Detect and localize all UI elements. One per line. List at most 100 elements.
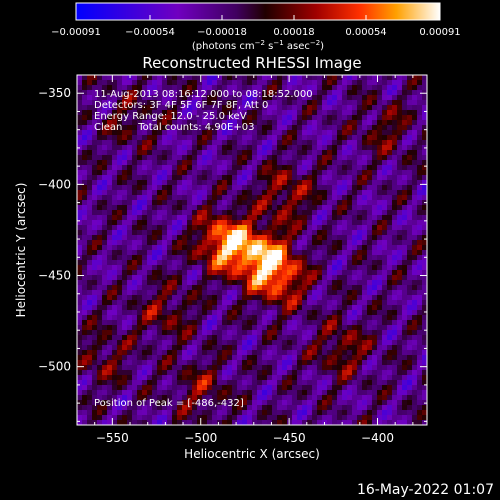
heatmap-cell: [77, 205, 83, 211]
heatmap-cell: [297, 160, 303, 166]
heatmap-cell: [362, 310, 368, 316]
heatmap-cell: [177, 325, 183, 331]
heatmap-cell: [112, 175, 118, 181]
heatmap-cell: [277, 140, 283, 146]
heatmap-cell: [327, 245, 333, 251]
heatmap-cell: [412, 395, 418, 401]
heatmap-cell: [147, 285, 153, 291]
heatmap-cell: [232, 125, 238, 131]
heatmap-cell: [402, 335, 408, 341]
heatmap-cell: [317, 380, 323, 386]
heatmap-cell: [412, 390, 418, 396]
heatmap-cell: [327, 405, 333, 411]
heatmap-cell: [212, 245, 218, 251]
heatmap-cell: [82, 225, 88, 231]
heatmap-cell: [392, 225, 398, 231]
heatmap-cell: [352, 300, 358, 306]
heatmap-cell: [362, 120, 368, 126]
heatmap-cell: [317, 210, 323, 216]
heatmap-cell: [102, 380, 108, 386]
heatmap-cell: [97, 115, 103, 121]
heatmap-cell: [392, 235, 398, 241]
heatmap-cell: [387, 120, 393, 126]
heatmap-cell: [307, 290, 313, 296]
heatmap-cell: [387, 325, 393, 331]
heatmap-cell: [402, 360, 408, 366]
heatmap-cell: [232, 395, 238, 401]
heatmap-cell: [352, 230, 358, 236]
heatmap-cell: [347, 75, 353, 81]
heatmap-cell: [207, 270, 213, 276]
heatmap-cell: [422, 295, 427, 301]
heatmap-cell: [382, 360, 388, 366]
heatmap-cell: [212, 280, 218, 286]
heatmap-cell: [402, 375, 408, 381]
heatmap-cell: [292, 235, 298, 241]
heatmap-cell: [112, 410, 118, 416]
heatmap-cell: [342, 390, 348, 396]
heatmap-cell: [412, 235, 418, 241]
heatmap-cell: [402, 350, 408, 356]
heatmap-cell: [287, 310, 293, 316]
heatmap-cell: [277, 175, 283, 181]
heatmap-cell: [82, 140, 88, 146]
heatmap-cell: [277, 385, 283, 391]
heatmap-cell: [407, 125, 413, 131]
heatmap-cell: [167, 345, 173, 351]
heatmap-cell: [212, 90, 218, 96]
heatmap-cell: [322, 150, 328, 156]
plot-frame: [76, 74, 428, 426]
heatmap-cell: [262, 205, 268, 211]
heatmap-cell: [287, 195, 293, 201]
heatmap-cell: [212, 110, 218, 116]
heatmap-cell: [287, 375, 293, 381]
heatmap-cell: [167, 325, 173, 331]
heatmap-cell: [252, 265, 258, 271]
heatmap-cell: [387, 380, 393, 386]
heatmap-cell: [242, 350, 248, 356]
heatmap-cell: [312, 335, 318, 341]
heatmap-cell: [357, 300, 363, 306]
heatmap-cell: [187, 80, 193, 86]
heatmap-cell: [87, 290, 93, 296]
heatmap-cell: [87, 305, 93, 311]
heatmap-cell: [392, 165, 398, 171]
heatmap-cell: [262, 310, 268, 316]
heatmap-cell: [402, 355, 408, 361]
heatmap-cell: [277, 235, 283, 241]
heatmap-cell: [92, 225, 98, 231]
heatmap-cell: [167, 120, 173, 126]
heatmap-cell: [217, 75, 223, 81]
heatmap-cell: [177, 395, 183, 401]
heatmap-cell: [272, 305, 278, 311]
heatmap-cell: [207, 275, 213, 281]
heatmap-cell: [267, 100, 273, 106]
heatmap-cell: [357, 105, 363, 111]
heatmap-cell: [397, 340, 403, 346]
heatmap-cell: [267, 365, 273, 371]
heatmap-cell: [347, 310, 353, 316]
heatmap-cell: [207, 415, 213, 421]
heatmap-cell: [267, 370, 273, 376]
heatmap-cell: [377, 265, 383, 271]
heatmap-cell: [92, 330, 98, 336]
heatmap-cell: [82, 280, 88, 286]
heatmap-cell: [302, 240, 308, 246]
heatmap-cell: [257, 320, 263, 326]
heatmap-cell: [147, 360, 153, 366]
heatmap-cell: [87, 265, 93, 271]
heatmap-cell: [317, 410, 323, 416]
heatmap-cell: [207, 300, 213, 306]
heatmap-cell: [77, 240, 83, 246]
heatmap-cell: [82, 105, 88, 111]
heatmap-cell: [267, 280, 273, 286]
heatmap-cell: [167, 410, 173, 416]
heatmap-cell: [387, 160, 393, 166]
heatmap-cell: [417, 140, 423, 146]
heatmap-cell: [382, 410, 388, 416]
heatmap-cell: [422, 385, 427, 391]
heatmap-cell: [367, 300, 373, 306]
heatmap-cell: [157, 295, 163, 301]
heatmap-cell: [272, 350, 278, 356]
heatmap-cell: [312, 365, 318, 371]
